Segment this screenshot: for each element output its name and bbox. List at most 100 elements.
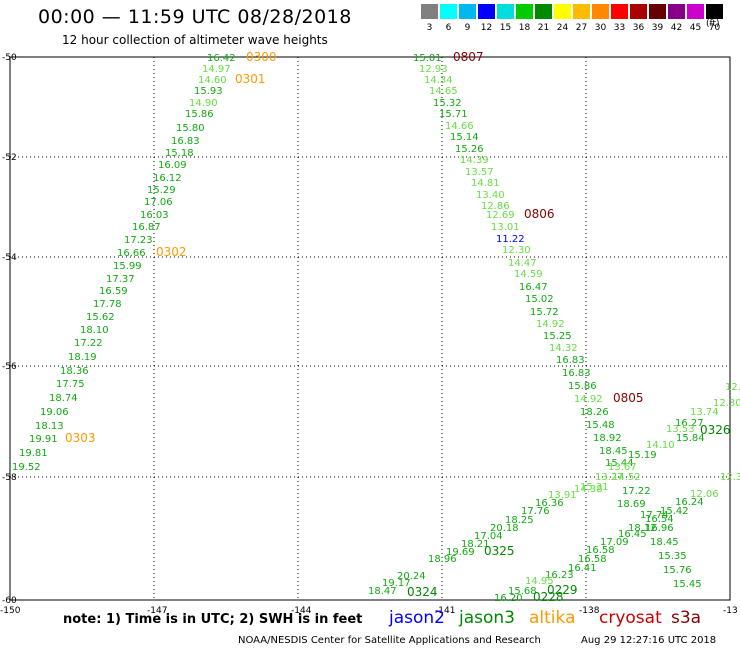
wave-height-value: 18.10 [80,325,109,336]
wave-height-value: 18.47 [368,586,397,597]
wave-height-value: 17.06 [144,197,173,208]
wave-height-value: 12.30 [502,245,531,256]
wave-height-value: 15.01 [413,53,442,64]
wave-height-value: 15.19 [628,450,657,461]
wave-height-value: 19.69 [446,547,475,558]
legend-label: 42 [670,23,683,33]
wave-height-value: 12.31 [720,472,740,483]
wave-height-value: 18.92 [593,433,622,444]
legend-swatch [554,4,571,19]
legend-label: 39 [651,23,664,33]
legend-swatch [611,4,628,19]
legend-swatch [668,4,685,19]
wave-height-value: 16.58 [586,545,615,556]
pass-time-label: 0303 [65,431,96,445]
wave-height-value: 16.24 [675,497,704,508]
legend-label: 9 [464,23,471,33]
wave-height-value: 18.96 [428,554,457,565]
mission-altika: altika [529,608,576,628]
jason3-track-east: 12.2012.3013.7416.27032613.5315.8414.101… [368,382,740,604]
legend-unit: (ft) [706,19,720,29]
pass-time-label: 0229 [547,583,578,597]
legend-swatch [649,4,666,19]
wave-height-value: 13.01 [491,222,520,233]
page-title: 00:00 — 11:59 UTC 08/28/2018 [38,6,352,28]
legend-swatch [478,4,495,19]
mission-cryosat: cryosat [599,608,662,628]
wave-height-value: 19.91 [29,434,58,445]
wave-height-value: 17.78 [93,299,122,310]
cryosat-track-center: 15.01 080712.9314.3414.6515.3215.7114.661… [413,50,644,469]
wave-height-value: 15.93 [194,86,223,97]
wave-height-value: 14.65 [429,86,458,97]
axis-tick-label: -144 [291,606,312,616]
legend-swatch [516,4,533,19]
legend-label: 3 [426,23,433,33]
wave-height-value: 17.22 [74,338,103,349]
wave-height-value: 18.69 [617,499,646,510]
wave-height-value: 15.84 [676,433,705,444]
wave-height-value: 16.83 [556,355,585,366]
wave-height-value: 14.97 [202,64,231,75]
mission-s3a: s3a [671,608,702,628]
credit-line: NOAA/NESDIS Center for Satellite Applica… [238,635,541,646]
wave-height-value: 16.54 [645,514,674,525]
wave-height-value: 18.45 [650,537,679,548]
axis-tick-label: -138 [579,606,600,616]
wave-height-value: 19.17 [382,578,411,589]
wave-height-value: 16.41 [568,563,597,574]
wave-height-value: 15.26 [455,144,484,155]
pass-time-label: 0228 [533,590,564,604]
legend-label: 33 [613,23,626,33]
pass-time-label: 0325 [484,544,515,558]
wave-height-value: 15.14 [450,132,479,143]
axis-tick-label: -56 [2,362,17,372]
wave-height-value: 14.95 [525,576,554,587]
axis-tick-label: -52 [2,153,17,163]
axis-tick-label: -141 [435,606,455,616]
wave-height-value: 14.90 [189,98,218,109]
legend-swatch [440,4,457,19]
wave-height-value: 17.74 [640,510,669,521]
legend-label: 36 [632,23,645,33]
wave-height-value: 15.86 [568,381,597,392]
legend-label: 6 [445,23,452,33]
wave-height-value: 16.09 [158,160,187,171]
wave-height-value: 16.83 [171,136,200,147]
wave-height-value: 18.25 [505,515,534,526]
legend-swatch [497,4,514,19]
wave-height-value: 17.76 [521,506,550,517]
wave-height-value: 12.86 [481,201,510,212]
wave-height-value: 17.04 [474,531,503,542]
wave-height-value: 16.27 [675,418,704,429]
mission-jason2: jason2 [389,608,445,628]
wave-height-value: 15.42 [660,506,689,517]
wave-height-value: 12.30 [713,398,740,409]
wave-height-value: 13.27 [595,472,624,483]
wave-height-value: 12.93 [419,64,448,75]
legend-swatch [421,4,438,19]
wave-height-value: 15.35 [658,551,687,562]
wave-height-value: 12.06 [690,489,719,500]
wave-height-value: 16.87 [132,222,161,233]
wave-height-value: 18.13 [35,421,64,432]
legend-swatch [630,4,647,19]
wave-height-value: 15.18 [165,148,194,159]
wave-height-value: 15.76 [663,565,692,576]
wave-height-value: 12.20 [725,382,740,393]
pass-time-label: 0300 [246,50,277,64]
wave-height-value: 13.40 [476,190,505,201]
wave-height-value: 20.24 [397,571,426,582]
legend-swatch [573,4,590,19]
wave-height-value: 15.25 [543,331,572,342]
pass-time-label: 0302 [156,245,187,259]
legend-label: 21 [537,23,550,33]
wave-height-value: 18.21 [461,539,490,550]
wave-height-value: 15.31 [580,482,609,493]
pass-time-label: 0806 [524,207,555,221]
wave-height-value: 15.80 [176,123,205,134]
wave-height-value: 15.45 [673,579,702,590]
wave-height-value: 15.86 [185,109,214,120]
wave-height-value: 13.53 [666,424,695,435]
wave-height-value: 14.92 [536,319,565,330]
